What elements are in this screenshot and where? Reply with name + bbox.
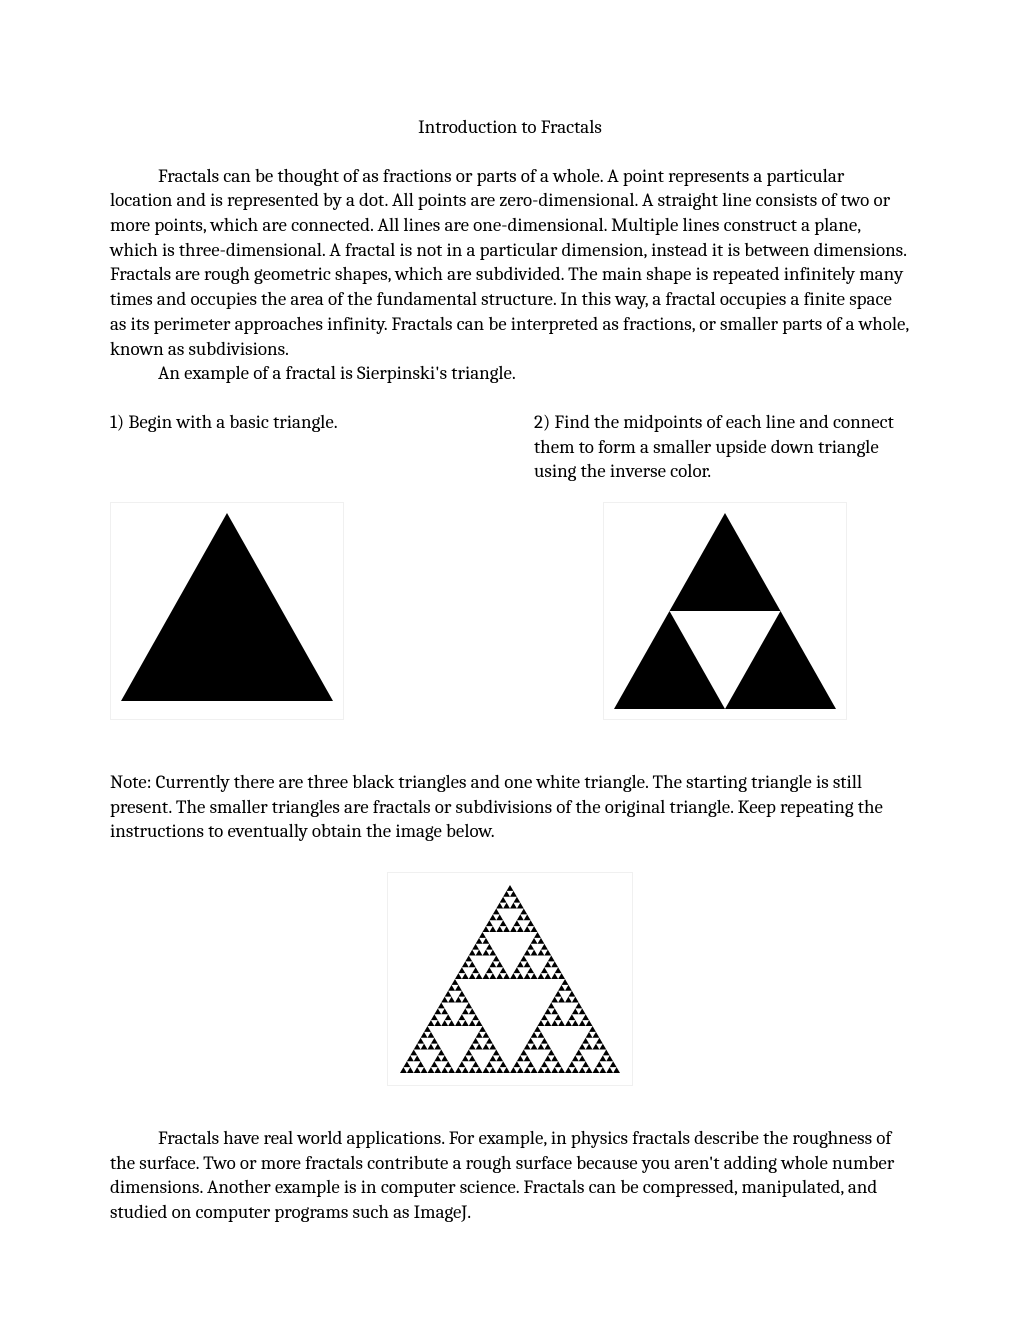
step-2-text: 2) Find the midpoints of each line and c… xyxy=(534,410,918,484)
intro-paragraph-1: Fractals can be thought of as fractions … xyxy=(110,164,910,362)
step-2-column: 2) Find the midpoints of each line and c… xyxy=(534,410,918,484)
figure-1-wrap xyxy=(110,502,480,720)
figure-2-sierpinski-level1 xyxy=(603,502,847,720)
step-1-column: 1) Begin with a basic triangle. xyxy=(110,410,494,484)
intro-paragraph-2: An example of a fractal is Sierpinski's … xyxy=(110,361,910,386)
figure-3-sierpinski-deep xyxy=(387,872,633,1086)
sierpinski-deep-icon xyxy=(392,877,628,1081)
step-1-text: 1) Begin with a basic triangle. xyxy=(110,410,494,435)
figures-row xyxy=(110,502,910,720)
figure-2-wrap xyxy=(520,502,910,720)
steps-row: 1) Begin with a basic triangle. 2) Find … xyxy=(110,410,910,484)
closing-paragraph: Fractals have real world applications. F… xyxy=(110,1126,910,1225)
figure-3-wrap xyxy=(110,872,910,1086)
figure-1-triangle xyxy=(110,502,344,720)
sierpinski-level1-icon xyxy=(608,507,842,715)
note-paragraph: Note: Currently there are three black tr… xyxy=(110,770,910,844)
triangle-icon xyxy=(115,507,339,707)
page-title: Introduction to Fractals xyxy=(110,115,910,140)
